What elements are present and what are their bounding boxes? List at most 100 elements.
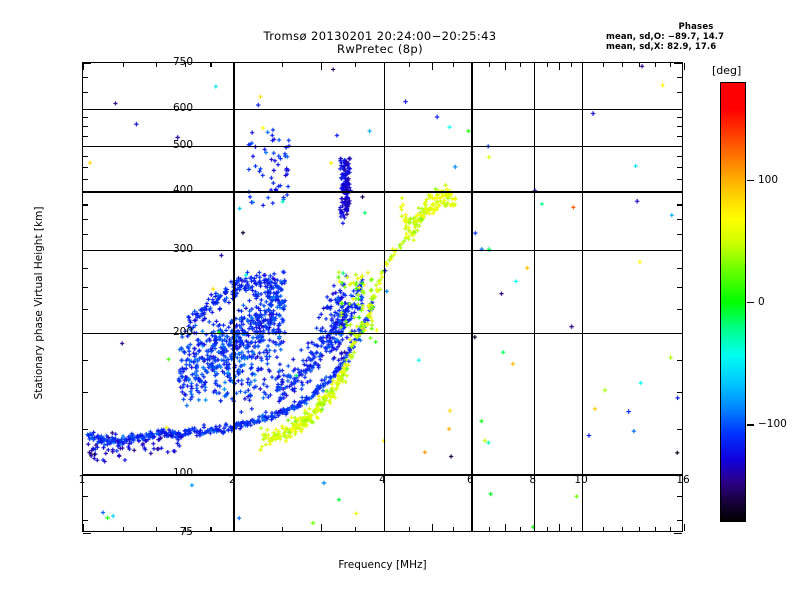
x-minor-tick — [281, 63, 283, 67]
y-minor-tick — [83, 308, 88, 310]
x-minor-tick — [621, 63, 623, 67]
y-tick-label: 500 — [172, 138, 193, 151]
colorbar-tick — [747, 302, 754, 304]
x-tick-label: 2 — [228, 474, 236, 486]
x-gridline — [471, 63, 473, 531]
y-tick — [674, 332, 682, 334]
x-minor-tick — [602, 63, 604, 67]
x-tick — [83, 524, 85, 531]
x-tick — [383, 63, 385, 70]
x-tick — [684, 63, 686, 70]
y-gridline — [83, 108, 682, 110]
y-minor-tick — [677, 92, 682, 94]
y-tick — [83, 145, 91, 147]
y-tick — [674, 250, 682, 252]
plot-subtitle-line2: RwPretec (8p) — [336, 42, 424, 56]
x-minor-tick — [519, 527, 521, 531]
y-minor-tick — [677, 360, 682, 362]
x-minor-tick — [546, 527, 548, 531]
y-tick — [83, 533, 91, 535]
y-tick — [83, 191, 91, 193]
y-tick — [674, 63, 682, 65]
x-tick — [582, 63, 584, 70]
colorbar[interactable]: 100 0 −100 — [720, 82, 787, 522]
y-minor-tick — [677, 218, 682, 220]
x-tick — [582, 524, 584, 531]
x-minor-tick — [452, 527, 454, 531]
x-gridline — [233, 63, 235, 531]
x-tick — [233, 63, 235, 70]
y-tick — [674, 145, 682, 147]
y-minor-tick — [83, 167, 88, 169]
x-tick — [471, 524, 473, 531]
y-minor-tick — [83, 233, 88, 235]
y-tick — [83, 474, 91, 476]
x-gridline — [383, 63, 385, 531]
y-tick — [674, 108, 682, 110]
x-minor-tick — [638, 63, 641, 67]
y-minor-tick — [83, 428, 88, 430]
y-minor-tick — [677, 178, 682, 181]
x-minor-tick — [122, 527, 124, 531]
plot-area[interactable] — [82, 62, 686, 535]
x-tick — [383, 524, 385, 531]
x-minor-tick — [155, 527, 158, 531]
x-minor-tick — [354, 63, 356, 67]
y-minor-tick — [677, 287, 682, 289]
x-minor-tick — [621, 527, 623, 531]
x-tick-label: 6 — [467, 474, 474, 486]
colorbar-tick-label: −100 — [758, 418, 787, 431]
x-minor-tick — [571, 63, 573, 67]
phases-annotation: Phases mean, sd,O: −89.7, 14.7 mean, sd,… — [598, 22, 794, 52]
x-minor-tick — [655, 63, 657, 67]
x-minor-tick — [504, 527, 506, 531]
x-minor-tick — [488, 63, 490, 67]
x-minor-tick — [559, 527, 561, 531]
phases-header: Phases — [678, 22, 714, 32]
x-tick — [471, 63, 473, 70]
y-minor-tick — [83, 391, 88, 393]
y-minor-tick — [83, 178, 88, 181]
x-tick — [684, 524, 686, 531]
y-minor-tick — [677, 204, 682, 206]
x-minor-tick — [321, 527, 323, 531]
colorbar-tick-label: 0 — [758, 296, 765, 308]
y-minor-tick — [677, 156, 682, 158]
x-minor-tick — [571, 527, 573, 531]
x-tick — [533, 524, 535, 531]
y-minor-tick — [677, 428, 682, 430]
x-minor-tick — [184, 63, 186, 67]
y-tick-label: 75 — [179, 526, 193, 538]
x-gridline — [582, 63, 584, 531]
y-tick-label: 400 — [172, 184, 193, 197]
y-minor-tick — [83, 77, 88, 79]
y-gridline — [83, 332, 682, 335]
y-gridline — [83, 250, 682, 252]
colorbar-tick-label: 100 — [758, 173, 779, 186]
y-gridline — [83, 474, 682, 476]
x-minor-tick — [184, 527, 186, 531]
x-minor-tick — [488, 527, 490, 531]
colorbar-tick — [747, 179, 754, 182]
x-minor-tick — [670, 527, 672, 531]
x-gridline — [533, 63, 536, 531]
y-tick — [674, 533, 682, 535]
x-minor-tick — [281, 527, 283, 531]
x-minor-tick — [122, 63, 124, 67]
x-axis-title: Frequency [MHz] — [338, 559, 427, 571]
x-minor-tick — [210, 527, 212, 531]
y-minor-tick — [83, 135, 88, 137]
x-minor-tick — [519, 63, 521, 67]
y-minor-tick — [677, 391, 682, 393]
x-tick — [233, 524, 235, 531]
y-minor-tick — [677, 308, 682, 310]
x-minor-tick — [452, 63, 454, 67]
x-minor-tick — [638, 527, 641, 531]
y-axis-title: Stationary phase Virtual Height [km] — [33, 206, 45, 400]
y-minor-tick — [83, 519, 88, 521]
x-minor-tick — [655, 527, 657, 531]
y-minor-tick — [677, 135, 682, 137]
x-minor-tick — [155, 63, 158, 67]
x-minor-tick — [559, 63, 561, 67]
